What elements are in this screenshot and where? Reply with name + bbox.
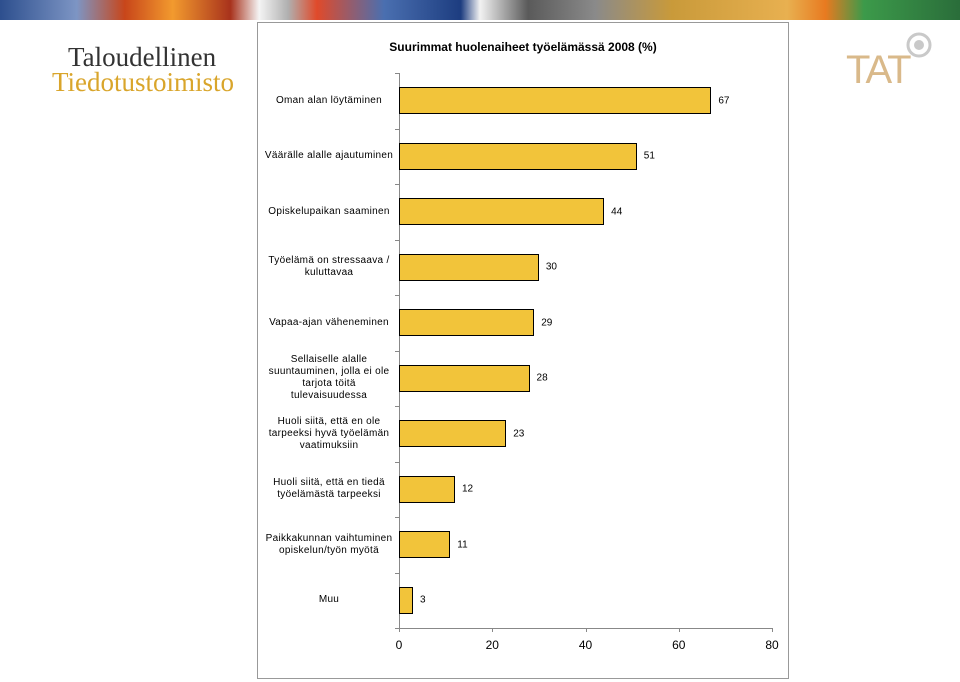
bar [399, 586, 413, 614]
bar [399, 87, 712, 115]
category-label: Oman alan löytäminen [275, 94, 383, 106]
category-tick [395, 517, 399, 518]
chart-title: Suurimmat huolenaiheet työelämässä 2008 … [389, 40, 657, 54]
value-label: 67 [718, 95, 730, 107]
category-tick [395, 128, 399, 130]
logo-mark: TAT [846, 48, 912, 92]
bar [399, 420, 507, 448]
bar [399, 253, 539, 281]
category-tick [395, 295, 399, 296]
bar [399, 142, 637, 170]
bar [399, 475, 455, 503]
category-label: Työelämä on stressaava / kuluttavaa [268, 255, 390, 279]
value-label: 11 [457, 539, 468, 551]
category-tick [395, 184, 399, 185]
logo-line2: Tiedotustoimisto [52, 67, 235, 97]
x-tick-label: 40 [578, 638, 593, 652]
category-label: Sellaiselle alalle suuntauminen, jolla e… [268, 354, 390, 402]
x-tick [492, 628, 494, 632]
x-tick [585, 628, 587, 632]
bar [399, 309, 535, 337]
category-label: Huoli siitä, että en ole tarpeeksi hyvä … [268, 415, 390, 451]
bar [399, 198, 605, 226]
x-tick-label: 20 [485, 638, 499, 652]
value-label: 51 [643, 150, 655, 162]
x-tick [772, 628, 773, 632]
value-label: 28 [536, 372, 548, 384]
x-tick-label: 80 [765, 638, 779, 652]
x-tick-label: 60 [672, 638, 686, 652]
value-label: 12 [461, 483, 474, 495]
value-label: 29 [541, 317, 553, 329]
category-tick [395, 350, 399, 352]
category-label: Väärälle alalle ajautuminen [264, 150, 394, 162]
y-axis [399, 73, 400, 628]
value-label: 23 [513, 428, 525, 440]
category-label: Huoli siitä, että en tiedä työelämästä t… [273, 477, 385, 501]
value-label: 44 [611, 206, 623, 218]
x-tick [678, 628, 680, 632]
category-tick [395, 406, 399, 407]
value-label: 30 [545, 261, 557, 273]
category-tick [395, 572, 399, 574]
category-tick [395, 73, 399, 74]
chart-frame [257, 22, 789, 679]
category-tick [395, 628, 399, 629]
category-label: Opiskelupaikan saaminen [268, 205, 390, 217]
category-tick [395, 461, 399, 463]
header-strip [0, 0, 960, 20]
bar [399, 531, 451, 559]
x-tick [399, 628, 400, 632]
value-label: 3 [419, 594, 426, 606]
logo-line1: Taloudellinen [68, 42, 217, 72]
category-label: Vapaa-ajan väheneminen [269, 316, 389, 328]
category-label: Muu [318, 594, 340, 606]
bar [399, 364, 530, 392]
x-tick-label: 0 [395, 638, 403, 652]
logo-icon [906, 32, 932, 58]
category-tick [395, 239, 399, 241]
category-label: Paikkakunnan vaihtuminen opiskelun/työn … [265, 532, 393, 556]
